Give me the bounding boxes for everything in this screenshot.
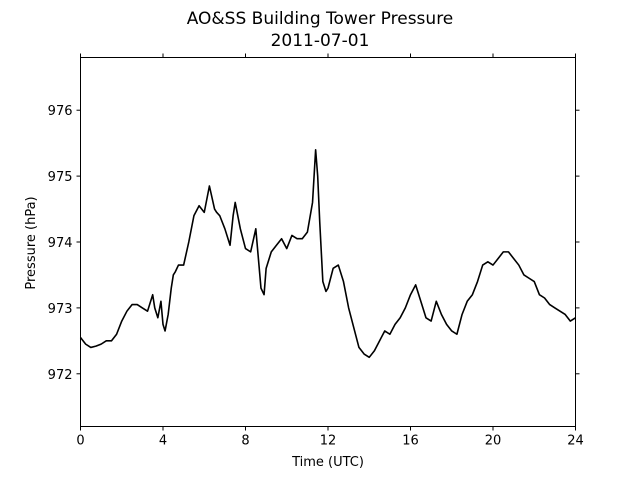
- chart-title: AO&SS Building Tower Pressure: [187, 9, 454, 29]
- plot-frame: [80, 57, 576, 427]
- chart-subtitle: 2011-07-01: [271, 31, 370, 51]
- x-tick-label: 12: [320, 434, 337, 449]
- x-axis-label: Time (UTC): [291, 455, 364, 470]
- x-tick-label: 20: [485, 434, 502, 449]
- x-tick-label: 24: [567, 434, 584, 449]
- pressure-series-line: [79, 148, 576, 359]
- y-tick-label: 972: [48, 368, 73, 383]
- y-tick-label: 973: [48, 302, 73, 317]
- y-tick-label: 976: [48, 104, 73, 119]
- y-axis-label: Pressure (hPa): [24, 196, 39, 289]
- y-tick-label: 975: [48, 170, 73, 185]
- x-tick-label: 0: [76, 434, 84, 449]
- y-tick-label: 974: [48, 236, 73, 251]
- x-tick-label: 4: [159, 434, 167, 449]
- x-tick-label: 16: [402, 434, 419, 449]
- x-tick-label: 8: [241, 434, 249, 449]
- axis-ticks: 0 4 8 12 16 20 24 972 973 974 975 976: [48, 53, 584, 449]
